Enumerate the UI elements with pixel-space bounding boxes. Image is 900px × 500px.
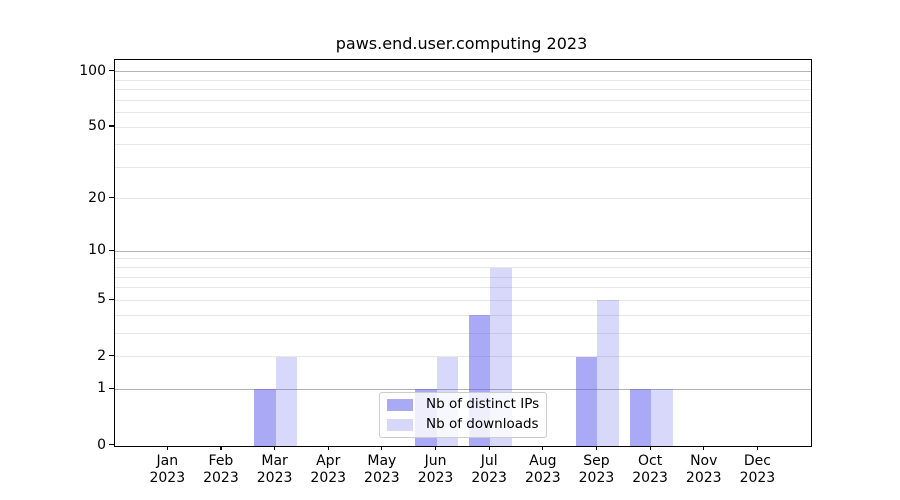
- minor-gridline: [114, 166, 811, 168]
- y-tick-label: 1: [97, 380, 106, 397]
- x-tick-label: Jul 2023: [471, 452, 507, 487]
- y-tick-mark: [109, 354, 114, 357]
- bar: [629, 389, 652, 446]
- bar: [275, 356, 298, 446]
- minor-gridline: [114, 258, 811, 260]
- major-gridline: [114, 71, 811, 73]
- y-tick-label: 2: [97, 347, 106, 364]
- y-tick-label: 0: [97, 436, 106, 453]
- bar: [597, 300, 619, 446]
- minor-gridline: [114, 144, 811, 146]
- minor-gridline: [114, 126, 811, 128]
- x-tick-mark: [434, 445, 437, 451]
- x-tick-label: Apr 2023: [310, 452, 347, 487]
- legend-swatch: [387, 398, 413, 411]
- x-tick-mark: [488, 445, 490, 451]
- x-tick-mark: [273, 445, 276, 451]
- y-tick-mark: [109, 197, 114, 199]
- major-gridline: [114, 250, 811, 252]
- x-tick-label: Mar 2023: [256, 452, 293, 487]
- y-tick-label: 5: [97, 291, 106, 308]
- minor-gridline: [114, 267, 811, 269]
- y-tick-mark: [109, 443, 114, 446]
- x-tick-label: Dec 2023: [739, 452, 776, 487]
- minor-gridline: [114, 112, 811, 114]
- x-tick-label: Oct 2023: [632, 452, 668, 487]
- y-tick-label: 100: [79, 62, 106, 79]
- legend-item: Nb of downloads: [387, 416, 539, 433]
- y-tick-mark: [109, 249, 114, 251]
- legend-swatch: [387, 418, 413, 431]
- major-gridline: [114, 388, 811, 390]
- minor-gridline: [114, 276, 811, 278]
- minor-gridline: [114, 332, 811, 334]
- x-tick-mark: [649, 445, 651, 451]
- legend-label: Nb of downloads: [426, 416, 539, 433]
- x-tick-mark: [166, 445, 168, 451]
- minor-gridline: [114, 89, 811, 91]
- plot-area: Nb of distinct IPs Nb of downloads: [113, 59, 812, 447]
- x-tick-mark: [595, 445, 598, 451]
- x-tick-label: May 2023: [364, 452, 400, 487]
- x-tick-label: Jun 2023: [417, 452, 454, 487]
- minor-gridline: [114, 299, 811, 301]
- minor-gridline: [114, 287, 811, 289]
- x-tick-mark: [220, 445, 222, 451]
- minor-gridline: [114, 99, 811, 101]
- chart-title: paws.end.user.computing 2023: [335, 34, 588, 53]
- x-tick-mark: [756, 445, 758, 451]
- bar: [254, 389, 276, 446]
- y-tick-label: 10: [88, 242, 106, 259]
- y-tick-mark: [109, 70, 114, 72]
- legend: Nb of distinct IPs Nb of downloads: [379, 392, 547, 438]
- minor-gridline: [114, 356, 811, 357]
- x-tick-label: Sep 2023: [578, 452, 615, 487]
- x-tick-label: Jan 2023: [149, 452, 186, 487]
- x-tick-mark: [381, 445, 383, 451]
- x-tick-mark: [542, 445, 544, 451]
- y-tick-mark: [109, 387, 114, 389]
- legend-item: Nb of distinct IPs: [387, 396, 540, 413]
- y-tick-label: 20: [88, 189, 106, 206]
- x-tick-label: Feb 2023: [203, 452, 239, 487]
- bar: [651, 389, 673, 446]
- x-tick-mark: [703, 445, 705, 451]
- y-tick-label: 50: [88, 118, 106, 135]
- minor-gridline: [114, 198, 811, 200]
- y-tick-mark: [109, 125, 114, 127]
- bar: [575, 356, 598, 446]
- x-tick-mark: [327, 445, 329, 451]
- x-tick-label: Nov 2023: [685, 452, 722, 487]
- x-tick-label: Aug 2023: [524, 452, 561, 487]
- minor-gridline: [114, 314, 811, 316]
- minor-gridline: [114, 79, 811, 81]
- y-tick-mark: [109, 298, 114, 300]
- legend-label: Nb of distinct IPs: [426, 396, 540, 413]
